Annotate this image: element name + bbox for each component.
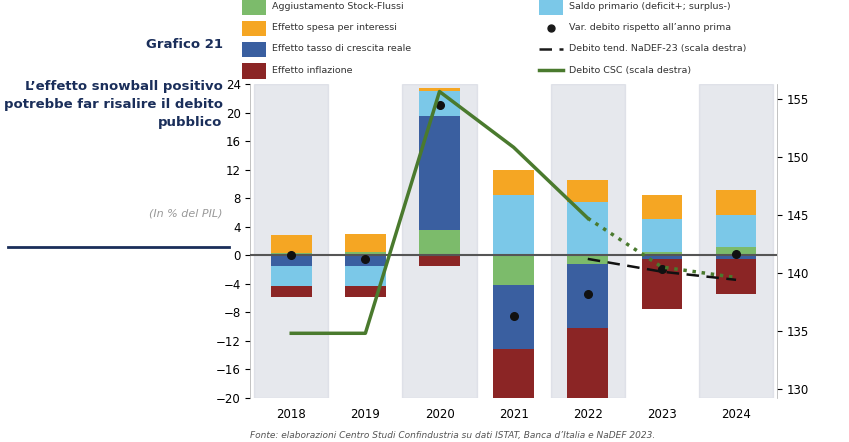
Bar bbox=[642, 251, 683, 255]
Bar bbox=[567, 202, 608, 255]
Bar bbox=[242, 63, 266, 79]
Bar bbox=[419, 91, 460, 116]
Bar bbox=[493, 255, 534, 285]
Text: Effetto tasso di crescita reale: Effetto tasso di crescita reale bbox=[272, 45, 411, 53]
Text: Fonte: elaborazioni Centro Studi Confindustria su dati ISTAT, Banca d’Italia e N: Fonte: elaborazioni Centro Studi Confind… bbox=[250, 431, 655, 440]
Bar bbox=[345, 234, 385, 251]
Bar bbox=[345, 255, 385, 266]
Bar bbox=[567, 255, 608, 264]
Bar bbox=[642, 255, 683, 259]
Bar bbox=[716, 214, 756, 247]
Bar bbox=[345, 286, 385, 297]
Bar bbox=[242, 21, 266, 36]
Bar bbox=[716, 255, 756, 259]
Bar bbox=[642, 259, 683, 309]
Bar bbox=[539, 0, 563, 15]
Bar bbox=[271, 255, 312, 266]
Bar bbox=[567, 328, 608, 421]
Bar bbox=[419, 255, 460, 266]
Text: Effetto spesa per interessi: Effetto spesa per interessi bbox=[272, 23, 396, 32]
Bar bbox=[493, 349, 534, 442]
Bar bbox=[567, 264, 608, 328]
Bar bbox=[567, 180, 608, 202]
Bar bbox=[419, 116, 460, 230]
Bar bbox=[402, 84, 476, 398]
Bar bbox=[642, 194, 683, 220]
Bar bbox=[716, 247, 756, 255]
Bar bbox=[493, 285, 534, 349]
Bar bbox=[716, 190, 756, 214]
Bar bbox=[242, 42, 266, 57]
Bar bbox=[419, 88, 460, 91]
Bar bbox=[345, 266, 385, 286]
Bar bbox=[699, 84, 773, 398]
Bar bbox=[642, 220, 683, 251]
Text: Saldo primario (deficit+; surplus-): Saldo primario (deficit+; surplus-) bbox=[569, 2, 730, 11]
Bar bbox=[242, 0, 266, 15]
Text: Var. debito rispetto all’anno prima: Var. debito rispetto all’anno prima bbox=[569, 23, 731, 32]
Text: Debito CSC (scala destra): Debito CSC (scala destra) bbox=[569, 66, 691, 75]
Text: Effetto inflazione: Effetto inflazione bbox=[272, 66, 352, 75]
Bar bbox=[716, 259, 756, 294]
Bar bbox=[271, 286, 312, 297]
Bar bbox=[345, 251, 385, 255]
Bar bbox=[419, 230, 460, 255]
Bar bbox=[271, 235, 312, 253]
Bar bbox=[271, 253, 312, 255]
Bar bbox=[551, 84, 625, 398]
Bar bbox=[254, 84, 329, 398]
Text: Grafico 21: Grafico 21 bbox=[146, 38, 222, 51]
Bar bbox=[493, 170, 534, 194]
Text: L’effetto snowball positivo
potrebbe far risalire il debito
pubblico: L’effetto snowball positivo potrebbe far… bbox=[3, 80, 222, 129]
Text: Debito tend. NaDEF-23 (scala destra): Debito tend. NaDEF-23 (scala destra) bbox=[569, 45, 746, 53]
Text: (In % del PIL): (In % del PIL) bbox=[149, 209, 222, 219]
Bar bbox=[271, 266, 312, 286]
Bar bbox=[493, 194, 534, 255]
Text: Aggiustamento Stock-Flussi: Aggiustamento Stock-Flussi bbox=[272, 2, 403, 11]
